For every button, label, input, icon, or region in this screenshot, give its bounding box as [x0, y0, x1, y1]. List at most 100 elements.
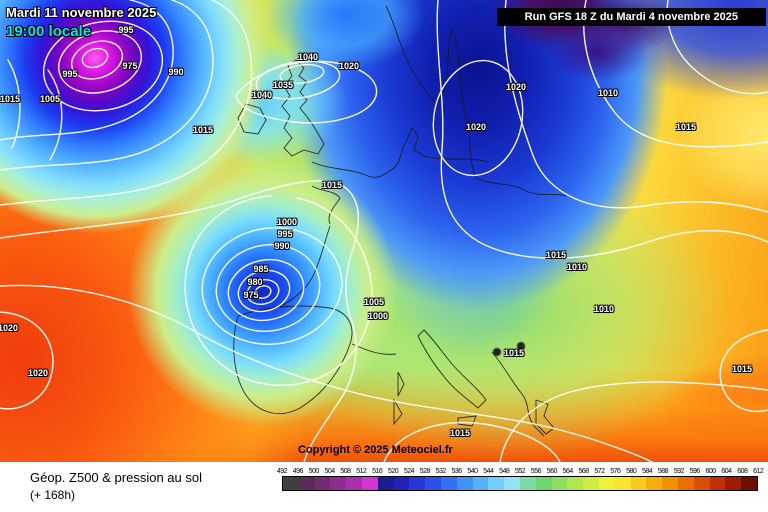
pressure-label: 1040: [297, 52, 319, 62]
pressure-label: 1015: [321, 180, 343, 190]
legend-color-bar: [282, 476, 758, 491]
pressure-label: 1015: [0, 94, 21, 104]
legend-color-cell: [456, 477, 473, 490]
forecast-step: (+ 168h): [30, 488, 76, 502]
pressure-label: 1005: [363, 297, 385, 307]
legend-tick-value: 548: [499, 468, 510, 475]
weather-map: 995 975 990 995 1005 1015 1015 1040 1020 1035 1040…: [0, 0, 768, 462]
geopotential-color-field: [0, 0, 768, 462]
bottom-bar: Géop. Z500 & pression au sol (+ 168h) 49…: [0, 462, 768, 512]
legend-color-cell: [614, 477, 631, 490]
legend-color-cell: [314, 477, 331, 490]
date-block: Mardi 11 novembre 2025 19:00 locale: [6, 5, 157, 40]
legend-tick-value: 544: [483, 468, 494, 475]
legend-tick-value: 504: [324, 468, 335, 475]
legend-color-cell: [330, 477, 347, 490]
legend-color-cell: [551, 477, 568, 490]
pressure-label: 1010: [593, 304, 615, 314]
pressure-label: 985: [253, 264, 269, 274]
pressure-label: 1015: [503, 348, 525, 358]
pressure-label: 1020: [505, 82, 527, 92]
legend-color-cell: [440, 477, 457, 490]
pressure-label: 1020: [465, 122, 487, 132]
legend-color-cell: [598, 477, 615, 490]
pressure-label: 995: [118, 25, 134, 35]
legend-color-cell: [488, 477, 505, 490]
legend-tick-value: 524: [403, 468, 415, 475]
legend-color-cell: [377, 477, 394, 490]
legend-tick-value: 584: [641, 468, 653, 475]
legend-tick-value: 608: [737, 468, 748, 475]
legend-color-cell: [409, 477, 426, 490]
color-legend: 492 496 500 504 508 512 516 520 524 528 532 536 540 5…: [274, 468, 766, 491]
contour-overlay: [233, 5, 567, 437]
legend-color-cell: [298, 477, 315, 490]
pressure-label: 1015: [675, 122, 697, 132]
legend-tick-value: 576: [610, 468, 621, 475]
valid-date: Mardi 11 novembre 2025: [6, 5, 157, 20]
legend-tick-value: 532: [435, 468, 447, 475]
pressure-label: 1020: [338, 61, 360, 71]
legend-tick-value: 492: [276, 468, 288, 475]
legend-color-cell: [725, 477, 742, 490]
legend-color-cell: [677, 477, 694, 490]
pressure-label: 980: [247, 277, 263, 287]
legend-tick-value: 556: [530, 468, 542, 475]
pressure-label: 1040: [251, 90, 273, 100]
pressure-label: 1015: [731, 364, 753, 374]
legend-tick-value: 520: [387, 468, 399, 475]
legend-tick-value: 588: [657, 468, 669, 475]
legend-color-cell: [741, 477, 757, 490]
legend-color-cell: [583, 477, 599, 490]
legend-tick-value: 496: [292, 468, 304, 475]
legend-color-cell: [425, 477, 441, 490]
chart-caption: Géop. Z500 & pression au sol (+ 168h): [30, 470, 202, 502]
pressure-label: 1015: [449, 428, 471, 438]
pressure-label: 1005: [39, 94, 61, 104]
legend-tick-value: 512: [356, 468, 367, 475]
legend-color-cell: [535, 477, 552, 490]
legend-tick-value: 592: [673, 468, 685, 475]
legend-tick-value: 560: [546, 468, 558, 475]
pressure-label: 1020: [0, 323, 19, 333]
legend-color-cell: [567, 477, 584, 490]
legend-tick-value: 612: [753, 468, 764, 475]
legend-tick-value: 568: [578, 468, 589, 475]
legend-tick-value: 528: [419, 468, 431, 475]
legend-color-cell: [630, 477, 647, 490]
legend-tick-value: 500: [308, 468, 320, 475]
valid-time: 19:00 locale: [6, 22, 92, 40]
model-run-banner: Run GFS 18 Z du Mardi 4 novembre 2025: [496, 8, 766, 26]
legend-tick-value: 564: [562, 468, 574, 475]
legend-color-cell: [361, 477, 378, 490]
pressure-label: 1035: [272, 80, 294, 90]
legend-tick-value: 604: [721, 468, 732, 475]
legend-tick-value: 508: [340, 468, 351, 475]
pressure-label: 1010: [566, 262, 588, 272]
pressure-label: 1000: [276, 217, 298, 227]
pressure-label: 975: [243, 290, 259, 300]
legend-color-cell: [693, 477, 710, 490]
legend-color-cell: [519, 477, 536, 490]
legend-tick-value: 516: [372, 468, 383, 475]
legend-color-cell: [709, 477, 726, 490]
pressure-label: 975: [122, 61, 138, 71]
legend-color-cell: [283, 477, 299, 490]
legend-color-cell: [662, 477, 678, 490]
pressure-label: 995: [62, 69, 78, 79]
legend-tick-value: 572: [594, 468, 605, 475]
copyright-text: Copyright © 2025 Meteociel.fr: [298, 444, 453, 456]
pressure-label: 1000: [367, 311, 389, 321]
legend-tick-value: 580: [626, 468, 637, 475]
legend-color-cell: [504, 477, 520, 490]
pressure-label: 1020: [27, 368, 49, 378]
pressure-label: 990: [168, 67, 184, 77]
legend-tick-value: 540: [467, 468, 478, 475]
legend-tick-value: 536: [451, 468, 462, 475]
legend-tick-value: 600: [705, 468, 716, 475]
pressure-label: 990: [274, 241, 290, 251]
legend-color-cell: [472, 477, 489, 490]
legend-tick-value: 552: [514, 468, 526, 475]
pressure-label: 995: [277, 229, 293, 239]
